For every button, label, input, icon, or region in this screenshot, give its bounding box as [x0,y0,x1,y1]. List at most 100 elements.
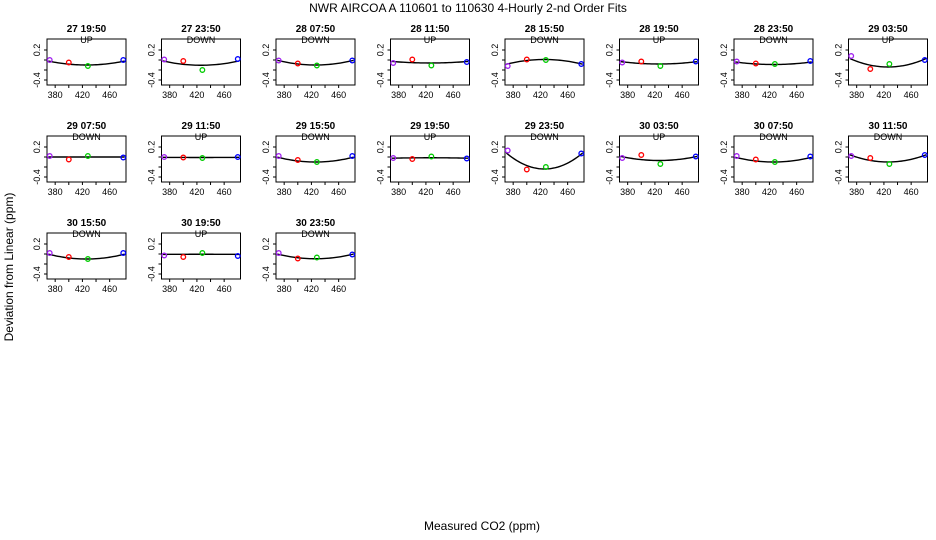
panel-title: 30 15:50 [67,218,107,229]
panel-title: 29 11:50 [182,121,221,132]
x-tick-label: 420 [762,90,777,100]
data-point [733,58,740,65]
y-tick-label: 0.2 [719,141,729,154]
panel-frame [619,38,699,86]
fit-curve [735,156,812,163]
data-point [46,250,53,256]
y-tick-label: -0.4 [261,266,271,282]
x-tick-label: 420 [75,187,90,197]
panel-frame [504,135,585,183]
y-tick-label: 0.2 [261,141,271,154]
x-tick-label: 380 [849,187,864,197]
data-point [65,156,72,163]
panel-direction-label: DOWN [530,35,559,45]
y-tick-label: 0.2 [376,44,386,57]
x-tick-label: 420 [189,187,204,197]
chart-title: NWR AIRCOA A 110601 to 110630 4-Hourly 2… [309,1,627,15]
panel-direction-label: DOWN [72,132,101,142]
data-point [275,250,282,256]
x-tick-label: 380 [277,284,292,294]
panel-frame [733,135,814,183]
panel-title: 28 07:50 [296,24,336,35]
x-tick-label: 460 [904,90,919,100]
data-point [921,152,928,158]
x-tick-label: 460 [102,187,117,197]
y-tick-label: -0.4 [376,169,386,185]
data-point [199,155,206,161]
x-tick-label: 420 [876,90,891,100]
data-point [84,63,91,69]
data-point [771,61,778,67]
x-tick-label: 380 [277,90,292,100]
data-point [120,250,127,256]
panel-title: 29 03:50 [868,24,908,35]
x-tick-label: 380 [48,90,63,100]
data-point [886,161,893,167]
data-point [504,63,511,69]
y-tick-label: -0.4 [147,169,157,185]
data-point [294,255,301,262]
data-point [619,155,626,161]
data-point [752,60,759,67]
y-tick-label: 0.2 [490,44,500,57]
x-tick-label: 420 [533,187,548,197]
data-point [180,254,187,260]
x-tick-label: 380 [48,187,63,197]
x-tick-label: 460 [675,90,690,100]
y-tick-label: -0.4 [376,72,386,88]
data-point [120,57,127,63]
data-point [523,166,530,173]
fit-curve [162,60,240,66]
panel-frame [275,38,356,86]
y-tick-label: -0.4 [261,169,271,185]
x-tick-label: 420 [533,90,548,100]
panel-frame [848,38,928,86]
data-point [180,154,187,161]
y-tick-label: 0.2 [32,238,42,251]
panel-frame [504,38,585,86]
panel-title: 29 15:50 [296,121,336,132]
x-tick-label: 380 [48,284,63,294]
panel-title: 28 15:50 [525,24,565,35]
y-tick-label: -0.4 [147,266,157,282]
panel-direction-label: DOWN [301,229,330,239]
data-point [807,153,814,160]
data-point [313,254,320,261]
y-tick-label: 0.2 [261,238,271,251]
x-tick-label: 420 [304,284,319,294]
panel-direction-label: DOWN [759,132,788,142]
x-tick-label: 460 [102,284,117,294]
data-point [578,61,585,67]
panel-frame [46,135,127,183]
panel-frame [275,232,356,280]
y-tick-label: 0.2 [605,44,615,57]
y-tick-label: 0.2 [147,44,157,57]
panel-title: 30 07:50 [754,121,794,132]
data-point [313,159,320,165]
y-tick-label: -0.4 [605,169,615,185]
data-point [807,58,814,64]
x-tick-label: 460 [217,284,232,294]
data-point [428,153,435,160]
data-point [428,62,435,69]
data-point [752,156,759,163]
x-tick-label: 380 [162,284,177,294]
data-point [46,57,53,63]
data-point [234,154,241,160]
panel-direction-label: UP [195,132,208,142]
y-tick-label: 0.2 [261,44,271,57]
data-point [161,56,168,63]
x-tick-label: 460 [217,90,232,100]
y-tick-label: -0.4 [490,169,500,185]
data-point [638,58,645,65]
panel-direction-label: DOWN [301,132,330,142]
x-tick-label: 380 [391,90,406,100]
